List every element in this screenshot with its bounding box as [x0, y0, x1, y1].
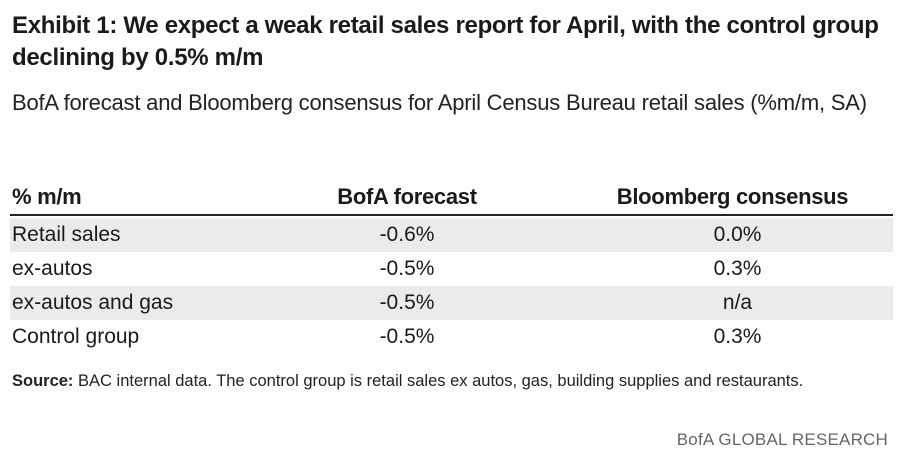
table-row: ex-autos -0.5% 0.3% [10, 252, 893, 286]
consensus-value: 0.3% [713, 257, 762, 280]
row-label: ex-autos [12, 257, 93, 280]
row-label: ex-autos and gas [12, 291, 174, 314]
exhibit-title: Exhibit 1: We expect a weak retail sales… [12, 12, 879, 71]
table-header: % m/m BofA forecast Bloomberg consensus [10, 180, 893, 216]
header-bloomberg-consensus: Bloomberg consensus [616, 184, 849, 209]
bofa-value: -0.5% [379, 257, 435, 280]
consensus-value: 0.0% [713, 223, 762, 246]
table-row: ex-autos and gas -0.5% n/a [10, 286, 893, 320]
header-metric: % m/m [12, 184, 82, 209]
bofa-value: -0.5% [379, 325, 435, 348]
source-label: Source: [12, 372, 74, 390]
bofa-value: -0.5% [379, 291, 435, 314]
row-label: Control group [12, 325, 140, 348]
header-bofa-forecast: BofA forecast [337, 184, 477, 209]
table-row: Retail sales -0.6% 0.0% [10, 218, 893, 252]
consensus-value: 0.3% [713, 325, 762, 348]
source-text: BAC internal data. The control group is … [78, 372, 804, 390]
row-label: Retail sales [12, 223, 121, 246]
brand-footer: BofA GLOBAL RESEARCH [676, 430, 888, 449]
consensus-value: n/a [722, 291, 753, 314]
table-row: Control group -0.5% 0.3% [10, 320, 893, 354]
forecast-table: % m/m BofA forecast Bloomberg consensus … [10, 180, 893, 354]
bofa-value: -0.6% [379, 223, 435, 246]
exhibit-subtitle: BofA forecast and Bloomberg consensus fo… [12, 90, 867, 115]
source-note: Source: BAC internal data. The control g… [12, 368, 872, 395]
